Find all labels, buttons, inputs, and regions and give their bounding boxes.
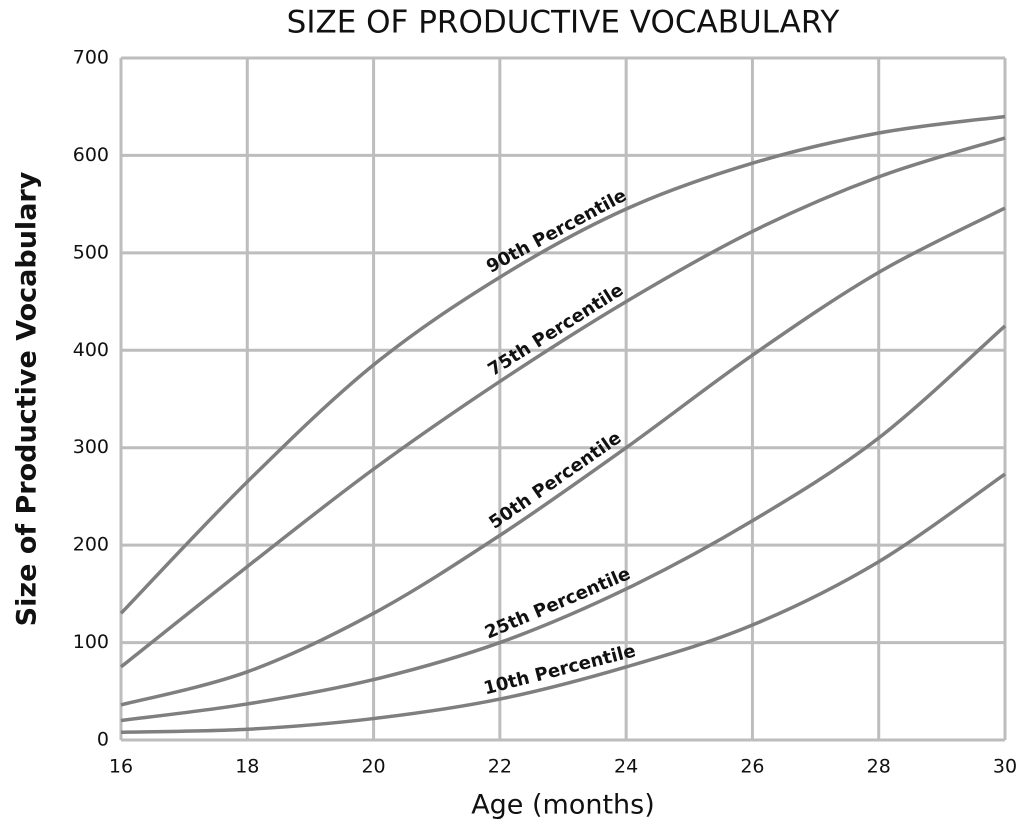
x-tick-label: 16 — [109, 756, 133, 778]
x-tick-label: 26 — [740, 756, 764, 778]
series-label: 75th Percentile — [484, 280, 627, 381]
series-label: 25th Percentile — [482, 563, 634, 643]
x-tick-label: 30 — [993, 756, 1017, 778]
y-tick-label: 500 — [73, 241, 109, 263]
y-tick-label: 700 — [73, 47, 109, 69]
line — [120, 472, 1006, 734]
series-label: 50th Percentile — [485, 427, 625, 533]
y-tick-label: 300 — [73, 436, 109, 458]
x-axis-label: Age (months) — [471, 790, 655, 821]
line — [120, 206, 1006, 707]
y-tick-label: 200 — [73, 534, 109, 556]
y-axis-label: Size of Productive Vocabulary — [12, 171, 43, 626]
series-label: 90th Percentile — [483, 185, 630, 278]
x-tick-label: 28 — [867, 756, 891, 778]
y-tick-label: 0 — [97, 729, 109, 751]
x-tick-label: 24 — [614, 756, 638, 778]
x-tick-label: 18 — [235, 756, 259, 778]
chart-title: SIZE OF PRODUCTIVE VOCABULARY — [287, 5, 840, 41]
line — [119, 114, 1006, 615]
y-tick-label: 100 — [73, 631, 109, 653]
x-tick-label: 20 — [361, 756, 385, 778]
line — [119, 136, 1006, 669]
line — [120, 324, 1007, 723]
x-tick-label: 22 — [488, 756, 512, 778]
y-tick-label: 400 — [73, 339, 109, 361]
y-tick-label: 600 — [73, 144, 109, 166]
